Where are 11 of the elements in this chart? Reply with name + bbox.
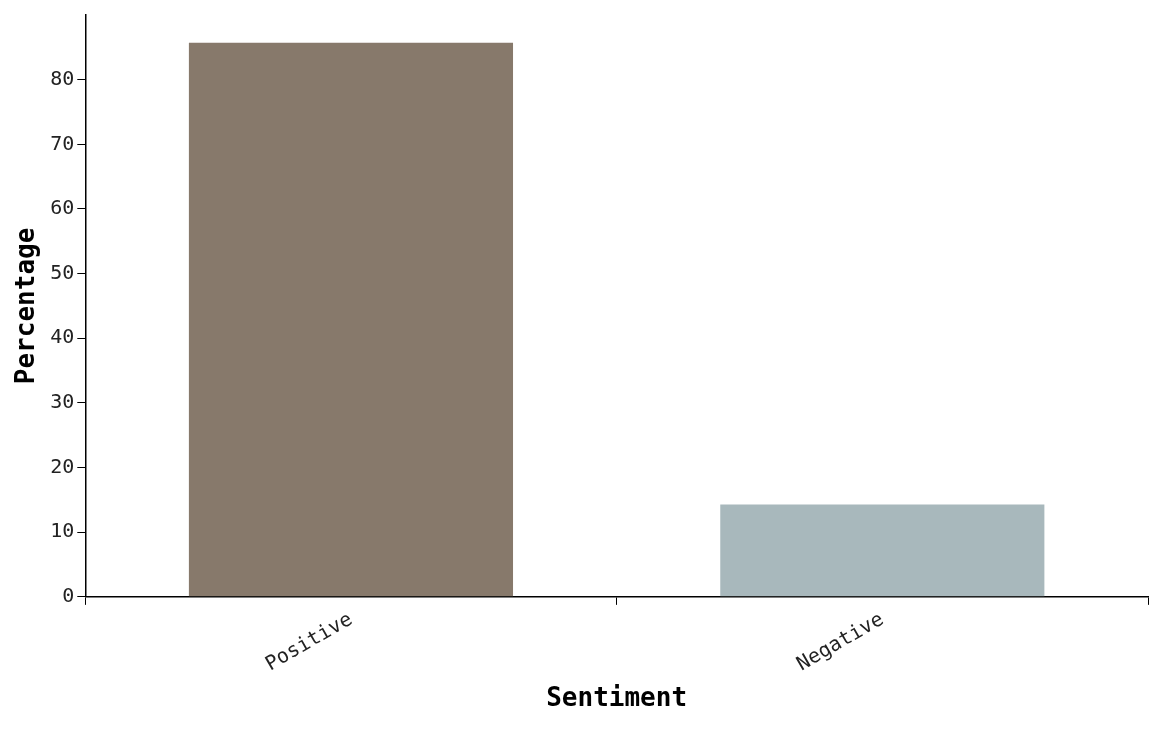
y-tick-label: 50 <box>50 259 75 284</box>
y-tick-label: 10 <box>50 518 75 543</box>
y-tick-label: 70 <box>50 130 75 155</box>
y-tick-label: 30 <box>50 389 75 414</box>
y-tick-label: 20 <box>50 453 75 478</box>
x-axis-title: Sentiment <box>546 682 688 713</box>
y-tick-label: 0 <box>62 583 75 608</box>
y-tick-label: 40 <box>50 324 75 349</box>
y-axis-title: Percentage <box>10 227 41 385</box>
y-tick-label: 80 <box>50 65 75 90</box>
y-tick-label: 60 <box>50 195 75 220</box>
